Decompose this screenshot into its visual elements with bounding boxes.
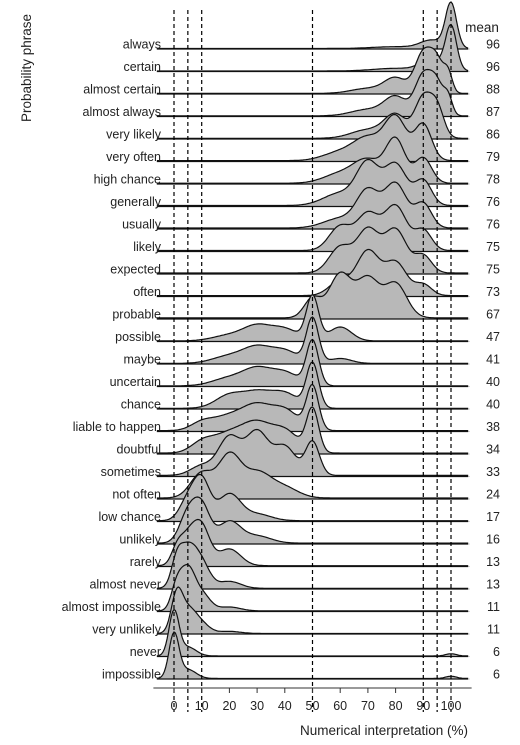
mean-value-high-chance: 78 xyxy=(486,173,500,187)
mean-value-not-often: 24 xyxy=(486,488,500,502)
phrase-label-generally: generally xyxy=(110,195,161,209)
mean-value-uncertain: 40 xyxy=(486,375,500,389)
phrase-label-doubtful: doubtful xyxy=(117,443,161,457)
phrase-label-almost-impossible: almost impossible xyxy=(62,600,161,614)
phrase-label-uncertain: uncertain xyxy=(110,375,161,389)
x-axis-title: Numerical interpretation (%) xyxy=(300,723,468,738)
phrase-label-impossible: impossible xyxy=(102,668,161,682)
x-tick-label-100: 100 xyxy=(441,699,462,713)
mean-value-almost-certain: 88 xyxy=(486,83,500,97)
ridge-almost-always xyxy=(156,68,469,118)
mean-value-generally: 76 xyxy=(486,195,500,209)
reference-lines xyxy=(173,10,452,712)
phrase-label-high-chance: high chance xyxy=(94,173,161,187)
phrase-label-almost-always: almost always xyxy=(83,105,162,119)
x-tick-label-20: 20 xyxy=(222,699,236,713)
mean-value-maybe: 41 xyxy=(486,353,500,367)
ridge-impossible xyxy=(156,631,469,680)
mean-value-low-chance: 17 xyxy=(486,510,500,524)
x-tick-label-10: 10 xyxy=(195,699,209,713)
mean-values: 96 96 88 87 86 79 78 76 76 75 75 73 67 47 41 40 40 38 34 33… xyxy=(486,38,500,682)
mean-column-header: mean xyxy=(465,20,499,35)
phrase-label-maybe: maybe xyxy=(123,353,161,367)
ridge-rarely xyxy=(156,518,469,568)
mean-value-unlikely: 16 xyxy=(486,533,500,547)
mean-value-usually: 76 xyxy=(486,218,500,232)
ridge-not-often xyxy=(156,451,469,500)
x-tick-label-60: 60 xyxy=(333,699,347,713)
phrase-label-rarely: rarely xyxy=(130,555,162,569)
ridge-unlikely xyxy=(156,496,469,545)
x-tick-label-50: 50 xyxy=(306,699,320,713)
phrase-label-almost-never: almost never xyxy=(89,578,161,592)
ridge-always xyxy=(156,1,469,50)
phrase-label-almost-certain: almost certain xyxy=(83,83,161,97)
phrase-label-very-unlikely: very unlikely xyxy=(92,623,162,637)
mean-value-very-likely: 86 xyxy=(486,128,500,142)
ridge-almost-certain xyxy=(156,46,469,95)
mean-value-expected: 75 xyxy=(486,263,500,277)
x-axis: 0 10 20 30 40 50 60 70 80 90 100 xyxy=(153,687,472,713)
phrase-label-possible: possible xyxy=(115,330,161,344)
mean-value-doubtful: 34 xyxy=(486,443,500,457)
phrase-label-not-often: not often xyxy=(112,488,161,502)
x-tick-label-70: 70 xyxy=(361,699,375,713)
phrase-label-liable-to-happen: liable to happen xyxy=(73,420,161,434)
mean-value-almost-never: 13 xyxy=(486,578,500,592)
phrase-labels: always certain almost certain almost always… xyxy=(62,38,162,682)
mean-value-likely: 75 xyxy=(486,240,500,254)
mean-value-almost-always: 87 xyxy=(486,105,500,119)
mean-value-always: 96 xyxy=(486,38,500,52)
phrase-label-very-likely: very likely xyxy=(106,128,162,142)
phrase-label-expected: expected xyxy=(110,263,161,277)
phrase-label-often: often xyxy=(133,285,161,299)
x-tick-label-90: 90 xyxy=(416,699,430,713)
mean-value-very-unlikely: 11 xyxy=(487,623,500,637)
phrase-label-likely: likely xyxy=(133,240,162,254)
x-tick-label-30: 30 xyxy=(250,699,264,713)
y-axis-title: Probability phrase xyxy=(19,14,34,122)
mean-value-very-often: 79 xyxy=(486,150,500,164)
phrase-label-usually: usually xyxy=(122,218,162,232)
phrase-label-unlikely: unlikely xyxy=(119,533,161,547)
phrase-label-always: always xyxy=(123,38,161,52)
x-tick-label-80: 80 xyxy=(389,699,403,713)
phrase-label-chance: chance xyxy=(121,398,161,412)
mean-value-never: 6 xyxy=(493,645,500,659)
x-tick-label-0: 0 xyxy=(171,699,178,713)
mean-value-often: 73 xyxy=(486,285,500,299)
ridge-low-chance xyxy=(156,473,469,523)
mean-value-sometimes: 33 xyxy=(486,465,500,479)
phrase-label-never: never xyxy=(130,645,161,659)
mean-value-chance: 40 xyxy=(486,398,500,412)
phrase-label-very-often: very often xyxy=(106,150,161,164)
phrase-label-low-chance: low chance xyxy=(98,510,161,524)
ridge-never xyxy=(156,608,469,658)
mean-value-almost-impossible: 11 xyxy=(487,600,500,614)
mean-value-rarely: 13 xyxy=(486,555,500,569)
phrase-label-certain: certain xyxy=(123,60,161,74)
mean-value-liable-to-happen: 38 xyxy=(486,420,500,434)
mean-value-certain: 96 xyxy=(486,60,500,74)
mean-value-possible: 47 xyxy=(486,330,500,344)
mean-value-impossible: 6 xyxy=(493,668,500,682)
x-tick-label-40: 40 xyxy=(278,699,292,713)
mean-value-probable: 67 xyxy=(486,308,500,322)
phrase-label-probable: probable xyxy=(112,308,161,322)
phrase-label-sometimes: sometimes xyxy=(101,465,161,479)
